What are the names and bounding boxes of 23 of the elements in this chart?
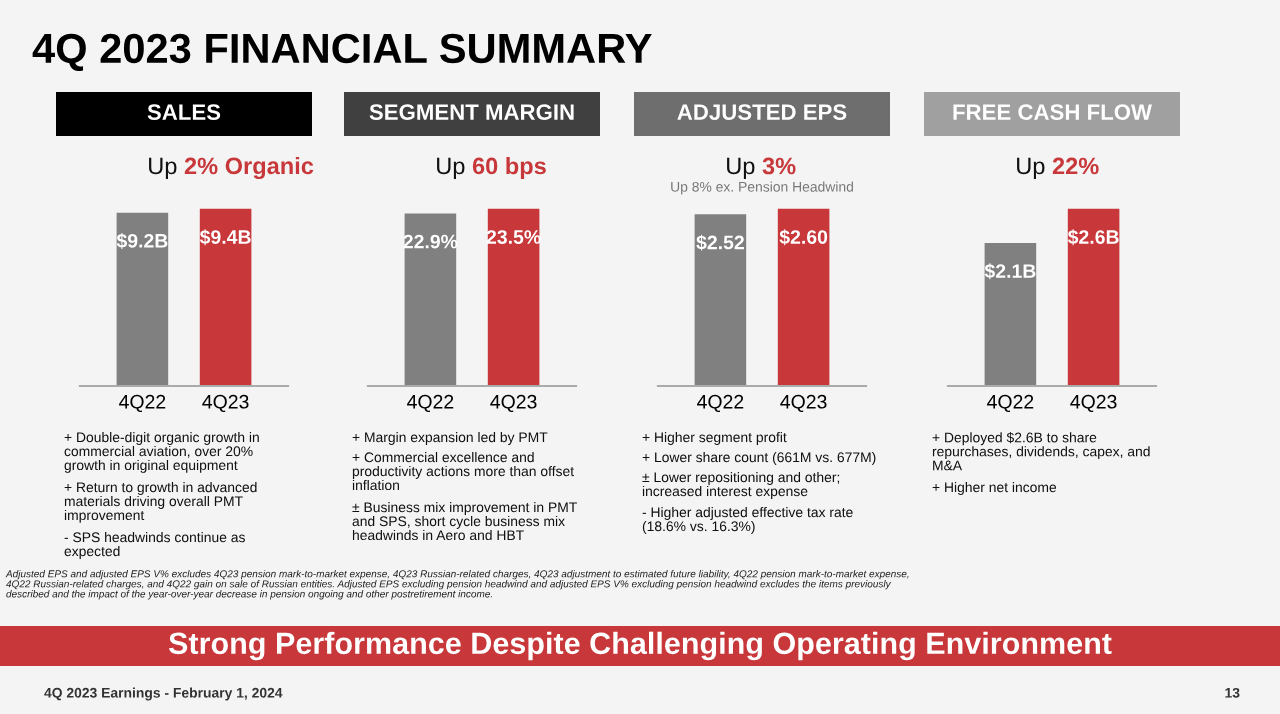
chart-subtitle: Up 60 bps	[437, 157, 546, 179]
x-tick-label: 4Q23	[780, 394, 827, 413]
data-label: $2.6B	[1067, 229, 1119, 246]
x-tick-label: 4Q22	[987, 394, 1034, 413]
chart-subtitle: Up 2% Organic	[149, 156, 314, 180]
chart-title: SEGMENT MARGIN	[369, 104, 574, 120]
data-label: $2.52	[696, 234, 744, 251]
chart-title: FREE CASH FLOW	[953, 104, 1152, 120]
x-tick-label: 4Q22	[119, 394, 166, 413]
chart-title: SALES	[147, 104, 221, 120]
x-tick-label: 4Q23	[202, 394, 249, 413]
data-label: $9.4B	[199, 229, 251, 246]
text: 4Q 2023 FINANCIAL SUMMARY	[32, 33, 652, 71]
chart-subtitle: Up 22%	[1017, 157, 1099, 179]
x-tick-label: 4Q23	[1070, 394, 1117, 413]
text: Strong Performance Despite Challenging Operating Environment	[168, 631, 1112, 661]
x-tick-label: 4Q23	[490, 394, 537, 413]
data-label: $2.60	[779, 229, 828, 246]
data-label: $2.1B	[984, 263, 1036, 280]
data-label: $9.2B	[116, 233, 168, 249]
x-tick-label: 4Q22	[697, 394, 744, 413]
chart-title: ADJUSTED EPS	[677, 104, 847, 120]
x-tick-label: 4Q22	[407, 394, 454, 413]
